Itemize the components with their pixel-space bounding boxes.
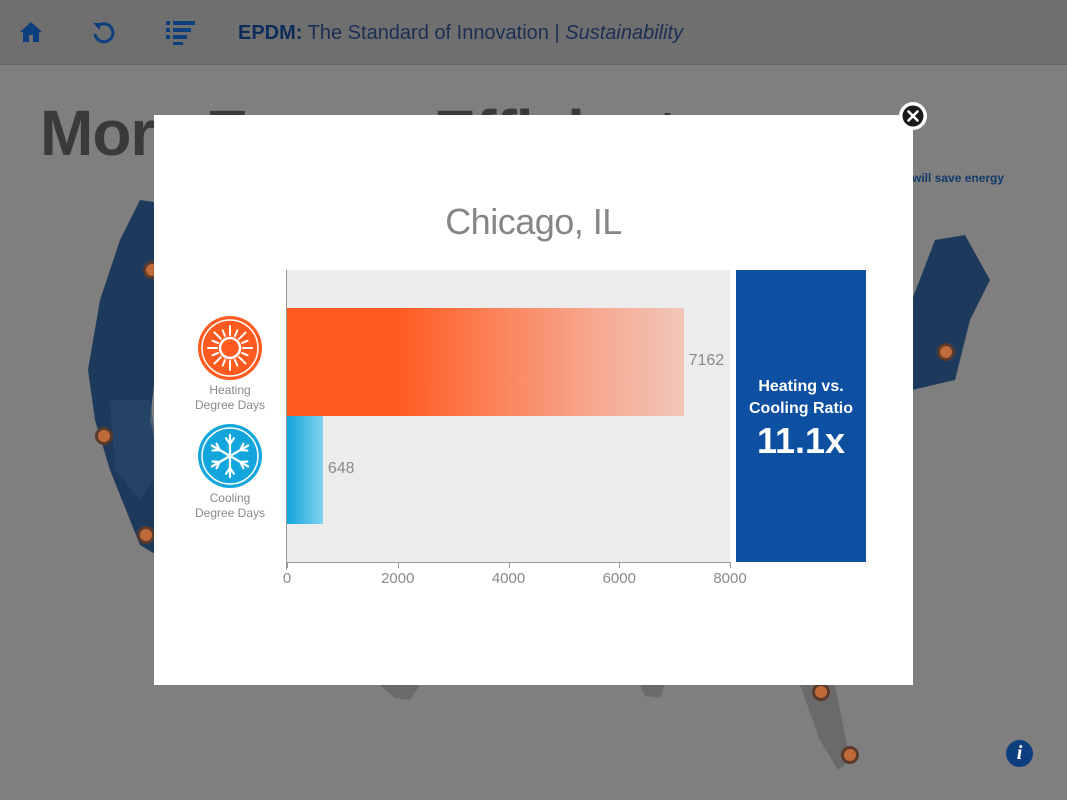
- x-tick-mark: [730, 562, 731, 568]
- top-toolbar: EPDM: The Standard of Innovation | Susta…: [0, 0, 1067, 65]
- chart-title: Chicago, IL: [445, 201, 622, 242]
- heating-label-line1: Heating: [209, 383, 251, 397]
- x-tick-label: 4000: [491, 570, 526, 587]
- cooling-label: Cooling Degree Days: [185, 491, 275, 521]
- x-tick-label: 2000: [381, 570, 415, 587]
- map-pin[interactable]: [137, 526, 155, 544]
- ratio-label-line1: Heating vs.: [758, 378, 844, 395]
- x-tick-label: 0: [282, 570, 292, 587]
- page-note: m will save energy: [898, 171, 1005, 185]
- x-tick-mark: [619, 562, 621, 568]
- cooling-label-line1: Cooling: [209, 491, 251, 505]
- x-tick-label: 6000: [602, 570, 636, 587]
- cooling-label-line2: Degree Days: [194, 506, 266, 520]
- title-main: The Standard of Innovation: [302, 22, 549, 44]
- x-tick-mark: [508, 562, 510, 568]
- y-axis: [286, 270, 287, 570]
- close-icon[interactable]: [899, 102, 927, 130]
- refresh-icon[interactable]: [90, 18, 118, 46]
- ratio-label-line2: Cooling Ratio: [749, 400, 853, 417]
- ratio-value: 11.1x: [756, 420, 846, 461]
- list-menu-icon[interactable]: [165, 18, 197, 46]
- title-separator: |: [548, 22, 566, 44]
- heating-label-line2: Degree Days: [194, 398, 266, 412]
- bar-value-heating: 7162: [688, 352, 725, 369]
- home-icon[interactable]: [17, 18, 45, 46]
- info-icon[interactable]: i: [1006, 740, 1033, 767]
- map-pin[interactable]: [95, 427, 113, 445]
- brand-label: EPDM:: [238, 22, 303, 44]
- snowflake-icon: [197, 423, 263, 489]
- x-tick-mark: [287, 562, 288, 568]
- title-sub: Sustainability: [565, 22, 684, 44]
- map-pin[interactable]: [937, 343, 955, 361]
- heating-label: Heating Degree Days: [185, 383, 275, 413]
- map-pin[interactable]: [841, 746, 859, 764]
- bar-value-cooling: 648: [327, 460, 355, 477]
- x-tick-mark: [397, 562, 399, 568]
- ratio-label: Heating vs. Cooling Ratio: [736, 376, 866, 420]
- sun-icon: [197, 315, 263, 381]
- bar-heating: [287, 308, 684, 416]
- map-pin[interactable]: [812, 683, 830, 701]
- city-detail-modal: Chicago, IL Heating Degree Days Cooling …: [154, 115, 913, 685]
- x-tick-label: 8000: [713, 570, 747, 587]
- bar-cooling: [287, 416, 323, 524]
- ratio-panel: Heating vs. Cooling Ratio 11.1x: [736, 270, 866, 562]
- app-title: EPDM: The Standard of Innovation | Susta…: [238, 22, 683, 45]
- close-button[interactable]: [899, 102, 927, 130]
